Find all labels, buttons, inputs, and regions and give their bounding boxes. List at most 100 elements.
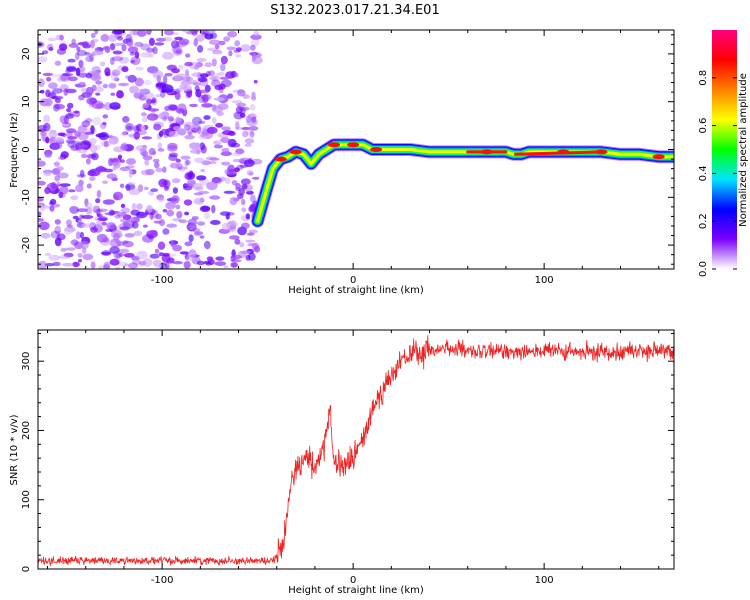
noise-blob <box>163 179 171 189</box>
noise-blob <box>110 57 115 65</box>
y-tick-label: -20 <box>21 237 32 253</box>
noise-blob <box>165 261 170 269</box>
noise-blob <box>77 253 83 258</box>
noise-blob <box>241 126 251 131</box>
noise-blob <box>65 139 76 144</box>
noise-blob <box>111 56 124 62</box>
noise-blob <box>167 116 174 122</box>
noise-blob <box>223 265 229 269</box>
noise-blob <box>240 250 251 255</box>
noise-blob <box>243 159 255 167</box>
y-tick-label: 0 <box>21 566 32 572</box>
noise-blob <box>76 46 81 52</box>
noise-blob <box>38 260 47 269</box>
y-tick-label: -10 <box>21 189 32 205</box>
noise-blob <box>85 158 91 165</box>
noise-blob <box>175 116 182 123</box>
noise-blob <box>43 122 51 132</box>
noise-blob <box>196 260 205 266</box>
snr-y-label: SNR (10 * v/v) <box>9 414 20 485</box>
noise-blob <box>106 173 117 179</box>
noise-blob <box>38 56 48 63</box>
noise-blob <box>156 37 167 42</box>
noise-blob <box>201 206 210 211</box>
noise-blob <box>62 262 74 267</box>
noise-blob <box>216 111 224 117</box>
noise-blob <box>226 169 237 178</box>
noise-blob <box>95 87 104 93</box>
noise-blob <box>142 144 147 148</box>
y-tick-label: 0 <box>21 146 32 152</box>
noise-blob <box>138 260 147 265</box>
noise-blob <box>154 42 165 46</box>
noise-blob <box>62 73 74 77</box>
noise-blob <box>58 43 68 51</box>
noise-blob <box>90 125 95 134</box>
noise-blob <box>86 86 94 95</box>
noise-blob <box>228 50 233 57</box>
noise-blob <box>190 149 202 154</box>
noise-blob <box>85 72 93 79</box>
noise-blob <box>142 116 148 123</box>
y-tick-label: 100 <box>21 490 32 509</box>
noise-blob <box>242 130 249 138</box>
noise-blob <box>244 143 252 147</box>
noise-blob <box>218 71 225 76</box>
noise-blob <box>162 166 167 173</box>
noise-blob <box>97 213 103 218</box>
noise-blob <box>144 159 150 166</box>
noise-blob <box>182 64 188 72</box>
colorbar: 0.0 0.2 0.4 0.6 0.8 Normalized spectral ampl… <box>698 30 749 277</box>
noise-blob <box>119 166 131 171</box>
noise-blob <box>113 146 125 153</box>
noise-blob <box>108 82 117 89</box>
noise-blob <box>52 88 63 94</box>
noise-blob <box>90 261 96 269</box>
noise-blob <box>54 97 61 104</box>
noise-blob <box>125 184 131 192</box>
noise-blob <box>94 30 99 35</box>
noise-blob <box>232 158 241 163</box>
noise-blob <box>206 181 218 191</box>
noise-blob <box>63 252 74 258</box>
noise-blob <box>214 261 227 266</box>
noise-blob <box>85 202 93 210</box>
noise-blob <box>250 104 256 111</box>
noise-blob <box>44 187 51 195</box>
noise-blob <box>68 189 76 193</box>
noise-blob <box>91 50 104 56</box>
noise-blob <box>230 254 242 260</box>
noise-blob <box>142 102 149 109</box>
noise-blob <box>111 69 121 77</box>
noise-blob <box>59 183 71 187</box>
noise-blob <box>66 67 78 72</box>
noise-blob <box>146 30 152 35</box>
noise-blob <box>102 114 109 119</box>
noise-blob <box>109 258 120 266</box>
noise-blob <box>81 153 88 159</box>
snr-frame <box>37 329 675 570</box>
noise-blob <box>174 36 184 41</box>
noise-blob <box>40 232 51 239</box>
noise-blob <box>46 43 54 51</box>
noise-blob <box>112 191 124 201</box>
noise-blob <box>48 82 58 89</box>
noise-blob <box>137 30 147 37</box>
noise-blob <box>89 54 95 62</box>
noise-blob <box>146 98 152 105</box>
noise-blob <box>154 248 160 254</box>
noise-blob <box>191 31 198 36</box>
noise-blob <box>191 116 203 126</box>
noise-blob <box>46 76 52 82</box>
noise-blob <box>172 244 183 252</box>
noise-blob <box>236 164 244 170</box>
noise-blob <box>227 131 236 136</box>
noise-blob <box>209 75 216 81</box>
noise-blob <box>229 197 238 206</box>
noise-blob <box>215 122 224 128</box>
noise-blob <box>127 262 139 269</box>
noise-blob <box>191 216 199 220</box>
noise-blob <box>89 144 98 153</box>
noise-blob <box>101 221 107 226</box>
noise-blob <box>221 222 231 230</box>
